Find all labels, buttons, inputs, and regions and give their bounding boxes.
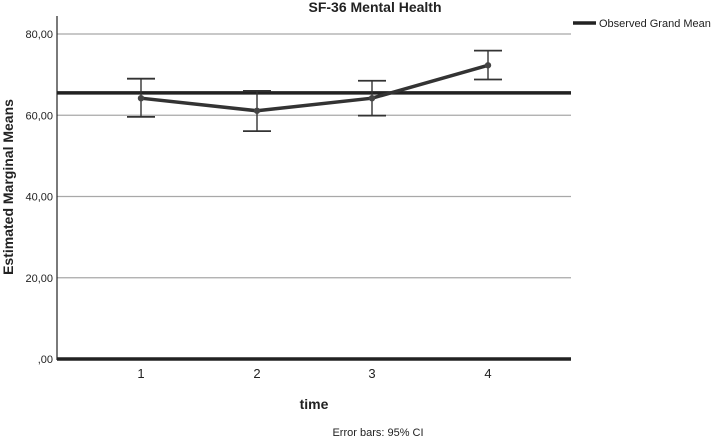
y-axis-label: Estimated Marginal Means [0,99,16,275]
y-tick-label-80: 80,00 [25,29,53,41]
y-tick-label-40: 40,00 [25,192,53,204]
series-group [127,49,502,132]
x-tick-label-2: 2 [253,366,260,381]
gridlines [57,33,571,279]
y-tick-label-0: ,00 [38,354,53,366]
y-tick-labels: ,00 20,00 40,00 60,00 80,00 [25,29,53,366]
series-line [140,63,489,113]
y-tick-label-60: 60,00 [25,110,53,122]
legend: Observed Grand Mean [573,18,711,30]
x-tick-label-1: 1 [137,366,144,381]
x-tick-label-4: 4 [484,366,491,381]
chart-title: SF-36 Mental Health [308,0,441,15]
x-tick-label-3: 3 [368,366,375,381]
data-point-4 [484,62,492,69]
data-point-3 [368,94,376,102]
footnote-error-bars: Error bars: 95% CI [332,427,423,439]
x-tick-labels: 1 2 3 4 [137,366,491,381]
data-point-2 [253,107,261,114]
data-point-1 [137,94,145,102]
x-axis-label: time [300,396,329,412]
y-tick-label-20: 20,00 [25,273,53,285]
legend-entry-observed-grand-mean: Observed Grand Mean [599,18,711,30]
